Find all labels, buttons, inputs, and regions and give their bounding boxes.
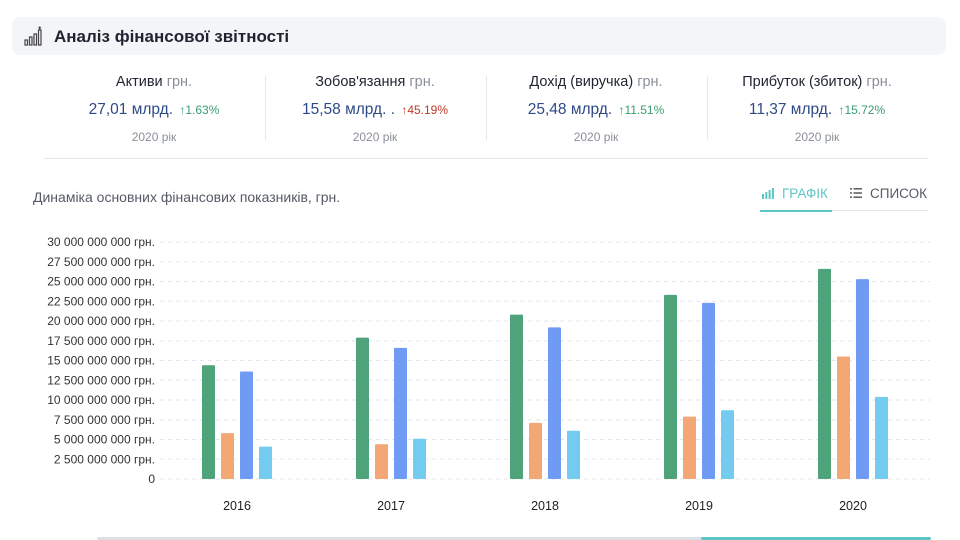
arrow-up-icon: ↑ bbox=[618, 103, 625, 117]
kpi-revenue: Дохід (виручка) грн. 25,48 млрд. ↑11.51%… bbox=[486, 74, 706, 144]
y-tick-label: 22 500 000 000 грн. bbox=[47, 294, 155, 308]
y-tick-label: 27 500 000 000 грн. bbox=[47, 255, 155, 269]
kpi-assets: Активи грн. 27,01 млрд. ↑1.63% 2020 рік bbox=[44, 74, 264, 144]
kpi-profit: Прибуток (збиток) грн. 11,37 млрд. ↑15.7… bbox=[707, 74, 927, 144]
y-tick-label: 5 000 000 000 грн. bbox=[54, 433, 155, 447]
tab-list-label: СПИСОК bbox=[870, 186, 927, 201]
x-tick-label: 2019 bbox=[685, 499, 713, 513]
bar[interactable] bbox=[702, 302, 715, 479]
y-tick-label: 2 500 000 000 грн. bbox=[54, 452, 155, 466]
bar[interactable] bbox=[875, 396, 888, 479]
bar[interactable] bbox=[240, 371, 253, 479]
y-tick-label: 10 000 000 000 грн. bbox=[47, 393, 155, 407]
bar[interactable] bbox=[683, 416, 696, 479]
bar[interactable] bbox=[529, 422, 542, 479]
x-tick-label: 2018 bbox=[531, 499, 559, 513]
x-tick-label: 2016 bbox=[223, 499, 251, 513]
financial-bar-chart: 0 2 500 000 000 грн. 5 000 000 000 грн. 7 5… bbox=[47, 235, 930, 513]
kpi-value: 15,58 млрд. . ↑45.19% bbox=[301, 101, 449, 118]
bar[interactable] bbox=[202, 365, 215, 479]
y-tick-label: 0 bbox=[148, 472, 155, 486]
page-header: Аналіз фінансової звітності bbox=[12, 17, 946, 55]
bar[interactable] bbox=[510, 314, 523, 479]
change-badge: ↑11.51% bbox=[618, 103, 665, 117]
tab-graph[interactable]: ГРАФІК bbox=[760, 182, 832, 212]
chart-scrollbar[interactable] bbox=[97, 537, 931, 540]
bar[interactable] bbox=[394, 347, 407, 479]
kpi-value: 11,37 млрд. ↑15.72% bbox=[748, 101, 886, 118]
arrow-up-icon: ↑ bbox=[401, 103, 408, 117]
y-tick-label: 25 000 000 000 грн. bbox=[47, 275, 155, 289]
change-badge: ↑15.72% bbox=[838, 103, 886, 117]
bar[interactable] bbox=[375, 444, 388, 479]
divider bbox=[265, 76, 266, 140]
kpi-year: 2020 рік bbox=[573, 130, 619, 144]
bar-chart-icon bbox=[762, 188, 774, 199]
change-badge: ↑1.63% bbox=[179, 103, 220, 117]
kpi-name: Дохід (виручка) грн. bbox=[529, 74, 663, 90]
tab-list[interactable]: СПИСОК bbox=[848, 182, 928, 210]
kpi-value: 25,48 млрд. ↑11.51% bbox=[527, 101, 665, 118]
bar[interactable] bbox=[221, 433, 234, 479]
y-tick-label: 7 500 000 000 грн. bbox=[54, 413, 155, 427]
x-tick-label: 2017 bbox=[377, 499, 405, 513]
kpi-value: 27,01 млрд. ↑1.63% bbox=[88, 101, 220, 118]
arrow-up-icon: ↑ bbox=[838, 103, 845, 117]
bar[interactable] bbox=[664, 294, 677, 479]
scrollbar-thumb[interactable] bbox=[701, 537, 931, 540]
y-tick-label: 12 500 000 000 грн. bbox=[47, 373, 155, 387]
y-tick-label: 30 000 000 000 грн. bbox=[47, 235, 155, 249]
kpi-name: Прибуток (збиток) грн. bbox=[742, 74, 892, 90]
bar[interactable] bbox=[837, 356, 850, 479]
section-title: Динаміка основних фінансових показників,… bbox=[33, 189, 341, 205]
arrow-up-icon: ↑ bbox=[179, 103, 186, 117]
kpi-year: 2020 рік bbox=[794, 130, 840, 144]
x-tick-label: 2020 bbox=[839, 499, 867, 513]
list-icon bbox=[850, 188, 862, 198]
bar-chart-icon bbox=[24, 26, 42, 46]
kpi-panel: Активи грн. 27,01 млрд. ↑1.63% 2020 рік … bbox=[44, 66, 928, 159]
kpi-name: Зобов'язання грн. bbox=[315, 74, 435, 90]
change-badge: ↑45.19% bbox=[401, 103, 449, 117]
tab-graph-label: ГРАФІК bbox=[782, 186, 828, 201]
divider bbox=[486, 76, 487, 140]
y-tick-label: 17 500 000 000 грн. bbox=[47, 334, 155, 348]
bar[interactable] bbox=[856, 279, 869, 479]
bar[interactable] bbox=[356, 337, 369, 479]
bar[interactable] bbox=[413, 438, 426, 479]
bar[interactable] bbox=[567, 430, 580, 479]
kpi-name: Активи грн. bbox=[115, 74, 193, 90]
y-tick-label: 15 000 000 000 грн. bbox=[47, 354, 155, 368]
divider bbox=[707, 76, 708, 140]
bar[interactable] bbox=[818, 268, 831, 479]
kpi-year: 2020 рік bbox=[352, 130, 398, 144]
bar[interactable] bbox=[259, 446, 272, 479]
page-title: Аналіз фінансової звітності bbox=[54, 27, 290, 46]
bar[interactable] bbox=[721, 410, 734, 479]
kpi-year: 2020 рік bbox=[131, 130, 177, 144]
bar[interactable] bbox=[548, 327, 561, 479]
view-tabs: ГРАФІК СПИСОК bbox=[760, 182, 928, 212]
kpi-liabilities: Зобов'язання грн. 15,58 млрд. . ↑45.19% … bbox=[265, 74, 485, 144]
y-tick-label: 20 000 000 000 грн. bbox=[47, 314, 155, 328]
